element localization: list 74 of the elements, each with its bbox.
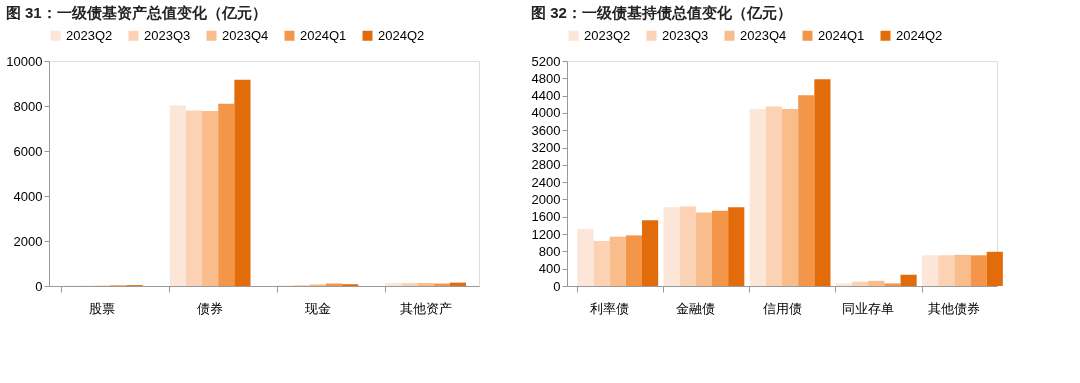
bar	[401, 283, 418, 286]
bar	[234, 79, 251, 286]
bar	[868, 280, 885, 286]
bar	[577, 228, 594, 286]
chart-title: 图 32：一级债基持债总值变化（亿元）	[531, 4, 792, 21]
legend-label: 2024Q2	[378, 27, 425, 43]
bar	[852, 281, 869, 286]
bar	[625, 235, 642, 286]
y-tick-label: 800	[538, 243, 561, 259]
bar	[695, 212, 713, 286]
bar	[782, 109, 799, 286]
y-tick-label: 3200	[531, 140, 561, 156]
x-tick-label: 金融债	[676, 300, 716, 316]
y-tick-label: 2000	[531, 191, 561, 207]
bar	[954, 254, 971, 286]
bar	[417, 283, 434, 286]
bar	[986, 251, 1003, 286]
bar	[970, 255, 987, 286]
bar	[749, 109, 766, 286]
bar	[202, 110, 219, 286]
y-tick-label: 5200	[531, 53, 561, 69]
legend-label: 2023Q3	[662, 27, 709, 43]
bar	[169, 105, 186, 286]
bar	[814, 79, 831, 286]
x-tick-label: 债券	[197, 300, 224, 316]
bar	[900, 274, 917, 286]
legend-label: 2023Q3	[144, 27, 191, 43]
x-tick-label: 利率债	[590, 300, 630, 316]
y-tick-label: 6000	[13, 143, 43, 159]
bar	[728, 207, 745, 286]
y-tick-label: 4000	[531, 105, 561, 121]
bar	[642, 220, 659, 286]
x-tick-label: 现金	[304, 300, 331, 316]
y-tick-label: 2000	[13, 233, 43, 249]
y-tick-label: 0	[553, 278, 561, 294]
bar	[835, 283, 853, 286]
legend-label: 2023Q2	[584, 27, 631, 43]
x-tick-label: 其他债券	[928, 300, 981, 316]
y-tick-label: 1200	[531, 226, 561, 242]
y-tick-label: 2400	[531, 174, 561, 190]
legend-label: 2024Q1	[818, 27, 865, 43]
legend-label: 2023Q4	[740, 27, 787, 43]
x-tick-label: 同业存单	[842, 300, 895, 316]
bar	[922, 255, 939, 286]
y-tick-label: 0	[35, 278, 43, 294]
y-tick-label: 2800	[531, 157, 561, 173]
legend-label: 2023Q2	[66, 27, 113, 43]
bar	[798, 95, 815, 286]
bar	[385, 283, 402, 286]
y-tick-label: 10000	[6, 53, 43, 69]
x-tick-label: 信用债	[762, 300, 802, 316]
bar	[663, 207, 680, 286]
legend-label: 2024Q2	[896, 27, 943, 43]
y-tick-label: 4400	[531, 88, 561, 104]
x-tick-label: 其他资产	[399, 300, 452, 316]
bar	[765, 106, 783, 286]
y-tick-label: 1600	[531, 209, 561, 225]
bar	[679, 206, 696, 286]
bar	[609, 236, 626, 286]
legend-label: 2023Q4	[222, 27, 269, 43]
y-tick-label: 400	[538, 261, 561, 277]
y-tick-label: 8000	[13, 98, 43, 114]
y-tick-label: 3600	[531, 122, 561, 138]
legend-label: 2024Q1	[300, 27, 347, 43]
chart-title: 图 31：一级债基资产总值变化（亿元）	[5, 4, 267, 21]
y-tick-label: 4800	[531, 70, 561, 86]
bar	[185, 110, 203, 286]
bar	[218, 103, 235, 286]
x-tick-label: 股票	[89, 300, 116, 316]
bar	[884, 283, 901, 286]
bar	[712, 210, 729, 286]
bar	[593, 241, 610, 286]
y-tick-label: 4000	[13, 188, 43, 204]
bar	[938, 255, 955, 286]
